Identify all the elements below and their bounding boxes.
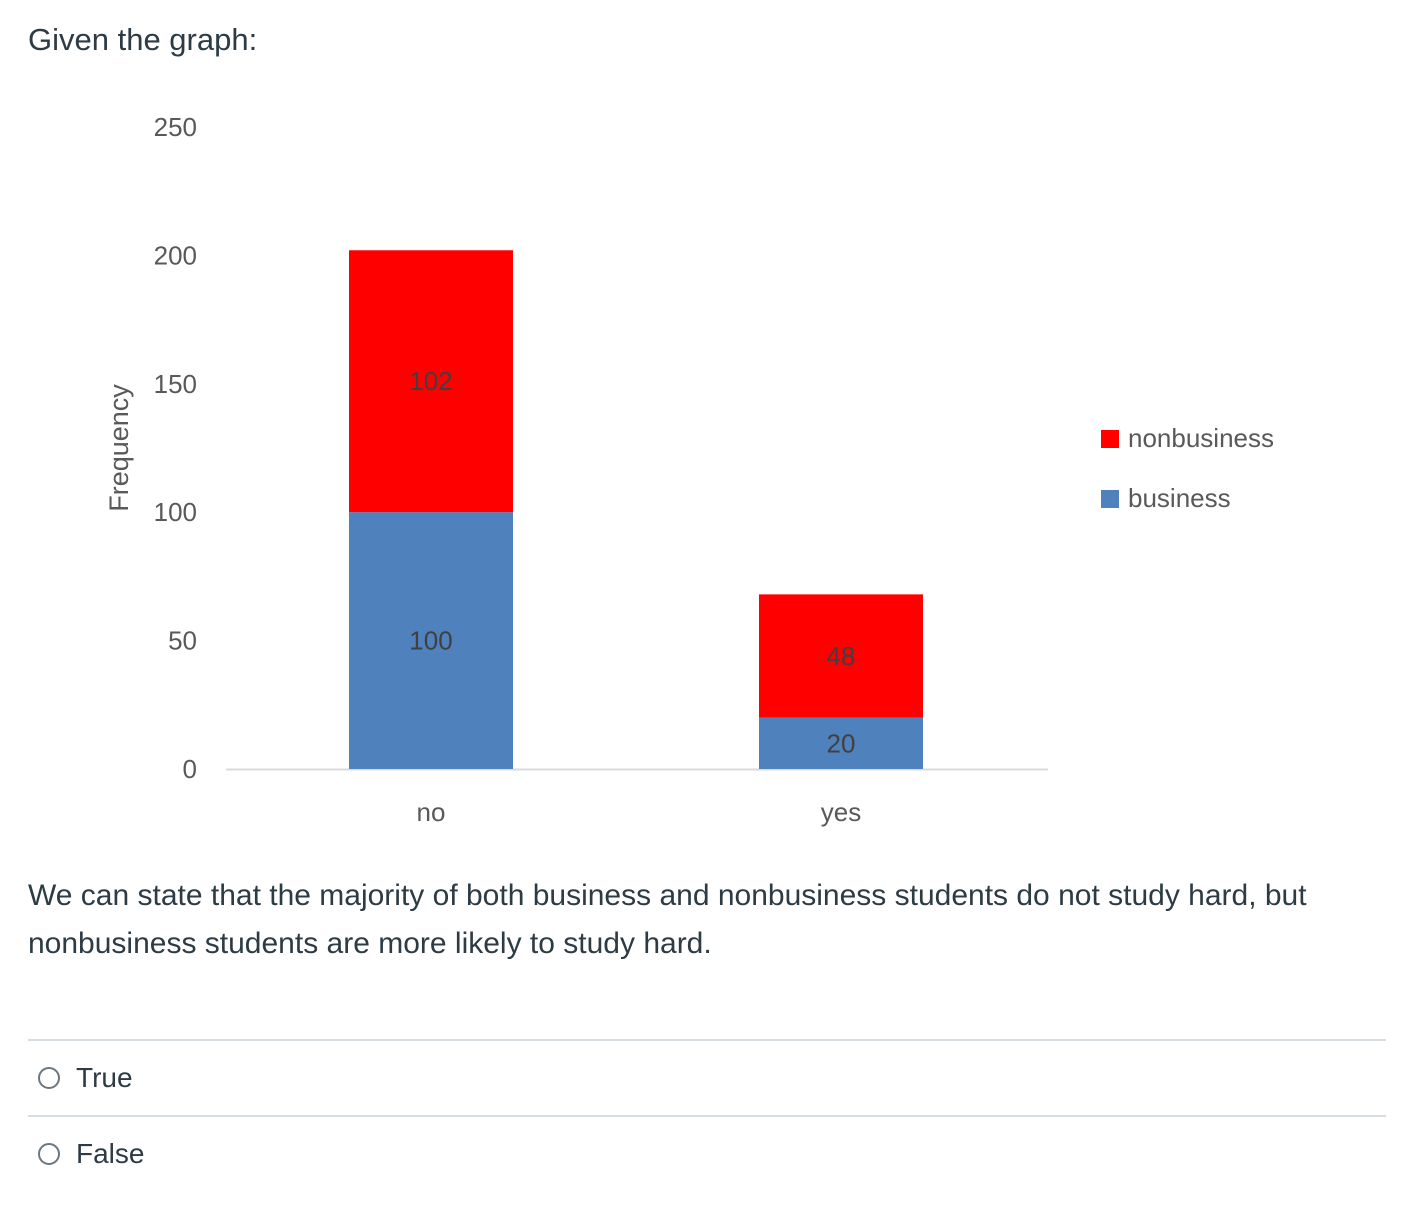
bar-business-no xyxy=(349,512,513,769)
y-tick-label: 100 xyxy=(154,497,197,527)
answer-options: True False xyxy=(28,1039,1386,1191)
x-tick-label: yes xyxy=(821,797,861,827)
question-statement: We can state that the majority of both b… xyxy=(28,879,1307,960)
data-label-nonbusiness-yes: 48 xyxy=(827,641,856,671)
radio-button-icon[interactable] xyxy=(38,1067,60,1089)
question-intro: Given the graph: xyxy=(28,22,258,57)
data-label-nonbusiness-no: 102 xyxy=(409,366,452,396)
bar-business-yes xyxy=(759,717,923,769)
legend-swatch-nonbusiness xyxy=(1101,430,1119,448)
y-tick-label: 200 xyxy=(154,240,197,270)
y-tick-label: 250 xyxy=(154,112,197,142)
data-label-business-no: 100 xyxy=(409,626,452,656)
answer-option-false[interactable]: False xyxy=(28,1115,1386,1191)
bar-nonbusiness-no xyxy=(349,250,513,513)
radio-button-icon[interactable] xyxy=(38,1143,60,1165)
y-axis-label: Frequency xyxy=(104,384,134,512)
stacked-bar-chart: 0 50 100 150 200 250 Frequency 100 102 no 20 48 yes n… xyxy=(104,112,1274,827)
legend-label-business: business xyxy=(1128,483,1231,513)
x-tick-label: no xyxy=(417,797,446,827)
legend-swatch-business xyxy=(1101,490,1119,508)
answer-option-true[interactable]: True xyxy=(28,1039,1386,1115)
y-tick-label: 50 xyxy=(168,626,197,656)
y-tick-label: 0 xyxy=(183,754,197,784)
bar-nonbusiness-yes xyxy=(759,594,923,718)
y-tick-label: 150 xyxy=(154,369,197,399)
answer-label: True xyxy=(76,1062,133,1093)
legend-label-nonbusiness: nonbusiness xyxy=(1128,423,1274,453)
answer-label: False xyxy=(76,1138,145,1169)
data-label-business-yes: 20 xyxy=(827,728,856,758)
